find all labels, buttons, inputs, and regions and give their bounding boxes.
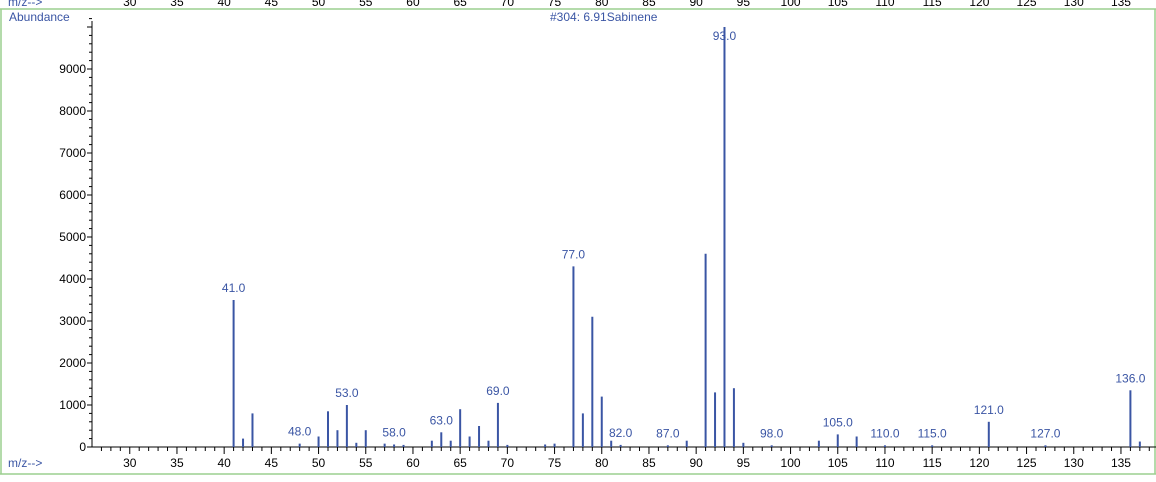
peak-label: 105.0 [823,415,853,429]
peak-label: 136.0 [1115,371,1145,385]
top-tick-label: 120 [969,0,989,9]
peak-labels: 41.0 48.0 53.0 58.0 63.0 69.0 77.0 82.0 87.0 93.0… [222,29,1146,440]
x-tick-label: 110 [875,456,894,470]
x-tick-label: 100 [781,456,801,470]
top-tick-label: 95 [737,0,751,9]
x-tick-label: 55 [359,456,373,470]
x-tick-label: 70 [501,456,515,470]
y-tick-label: 0 [79,440,86,454]
y-tick-label: 4000 [59,272,86,286]
x-tick-label: 75 [548,456,562,470]
x-tick-label: 120 [969,456,989,470]
peak-label: 41.0 [222,281,246,295]
y-tick-label: 7000 [59,146,86,160]
x-tick-label: 95 [737,456,751,470]
peak-label: 82.0 [609,426,633,440]
y-tick-label: 1000 [59,398,86,412]
top-tick-label: 105 [828,0,848,9]
x-tick-labels: 30 35 40 45 50 55 60 65 70 75 80 85 90 95 100 105 110 115… [123,456,1131,470]
top-tick-label: 115 [923,0,942,9]
peak-label: 48.0 [288,425,312,439]
peak-label: 93.0 [713,29,737,43]
x-axis-title: m/z--> [8,456,42,470]
peak-bars [232,27,1141,447]
top-tick-label: 90 [689,0,703,9]
top-tick-label: 50 [312,0,326,9]
top-tick-label: 85 [642,0,656,9]
peak-label: 53.0 [335,386,359,400]
chart-title: #304: 6.91Sabinene [550,10,658,24]
x-tick-label: 60 [406,456,420,470]
top-tick-label: 40 [217,0,231,9]
y-tick-label: 9000 [59,62,86,76]
top-tick-label: 70 [501,0,515,9]
x-tick-label: 65 [453,456,467,470]
x-tick-label: 30 [123,456,137,470]
peak-label: 127.0 [1030,426,1060,440]
top-tick-label: 100 [781,0,801,9]
x-tick-label: 50 [312,456,326,470]
y-tick-label: 5000 [59,230,86,244]
peak-label: 115.0 [918,426,947,440]
top-tick-label: 135 [1111,0,1131,9]
x-tick-label: 135 [1111,456,1131,470]
top-tick-label: 75 [548,0,562,9]
top-tick-label: 125 [1017,0,1037,9]
y-tick-labels: 0 1000 2000 3000 4000 5000 6000 7000 8000 9000 [59,62,86,454]
peak-label: 87.0 [656,426,680,440]
x-tick-label: 105 [828,456,848,470]
x-tick-label: 90 [689,456,703,470]
x-tick-label: 125 [1017,456,1037,470]
top-axis-label: m/z--> [8,0,42,9]
peak-label: 98.0 [760,426,784,440]
y-tick-label: 2000 [59,356,86,370]
x-tick-label: 80 [595,456,609,470]
y-axis-title: Abundance [9,10,70,24]
top-tick-label: 30 [123,0,137,9]
peak-label: 110.0 [870,426,899,440]
x-tick-label: 85 [642,456,656,470]
peak-label: 63.0 [430,413,454,427]
x-tick-label: 130 [1064,456,1084,470]
x-tick-label: 40 [217,456,231,470]
top-tick-label: 60 [406,0,420,9]
x-tick-label: 35 [170,456,184,470]
top-tick-labels: 30 35 40 45 50 55 60 65 70 75 80 85 90 95 100 105 110 115… [123,0,1131,9]
peak-label: 69.0 [486,384,510,398]
peak-label: 77.0 [562,247,586,261]
y-tick-label: 3000 [59,314,86,328]
x-tick-label: 115 [923,456,942,470]
top-tick-label: 35 [170,0,184,9]
x-tick-label: 45 [265,456,279,470]
top-tick-label: 55 [359,0,373,9]
axes [87,18,1156,454]
top-tick-label: 45 [265,0,279,9]
y-tick-label: 6000 [59,188,86,202]
peak-label: 58.0 [382,425,406,439]
top-tick-label: 130 [1064,0,1084,9]
top-tick-label: 80 [595,0,609,9]
top-tick-label: 110 [875,0,894,9]
top-tick-label: 65 [453,0,467,9]
y-tick-label: 8000 [59,104,86,118]
peak-label: 121.0 [974,403,1004,417]
previous-panel-axis-strip: m/z--> 30 35 40 45 50 55 60 65 70 75 80 85 90 95 100 10… [8,0,1131,9]
